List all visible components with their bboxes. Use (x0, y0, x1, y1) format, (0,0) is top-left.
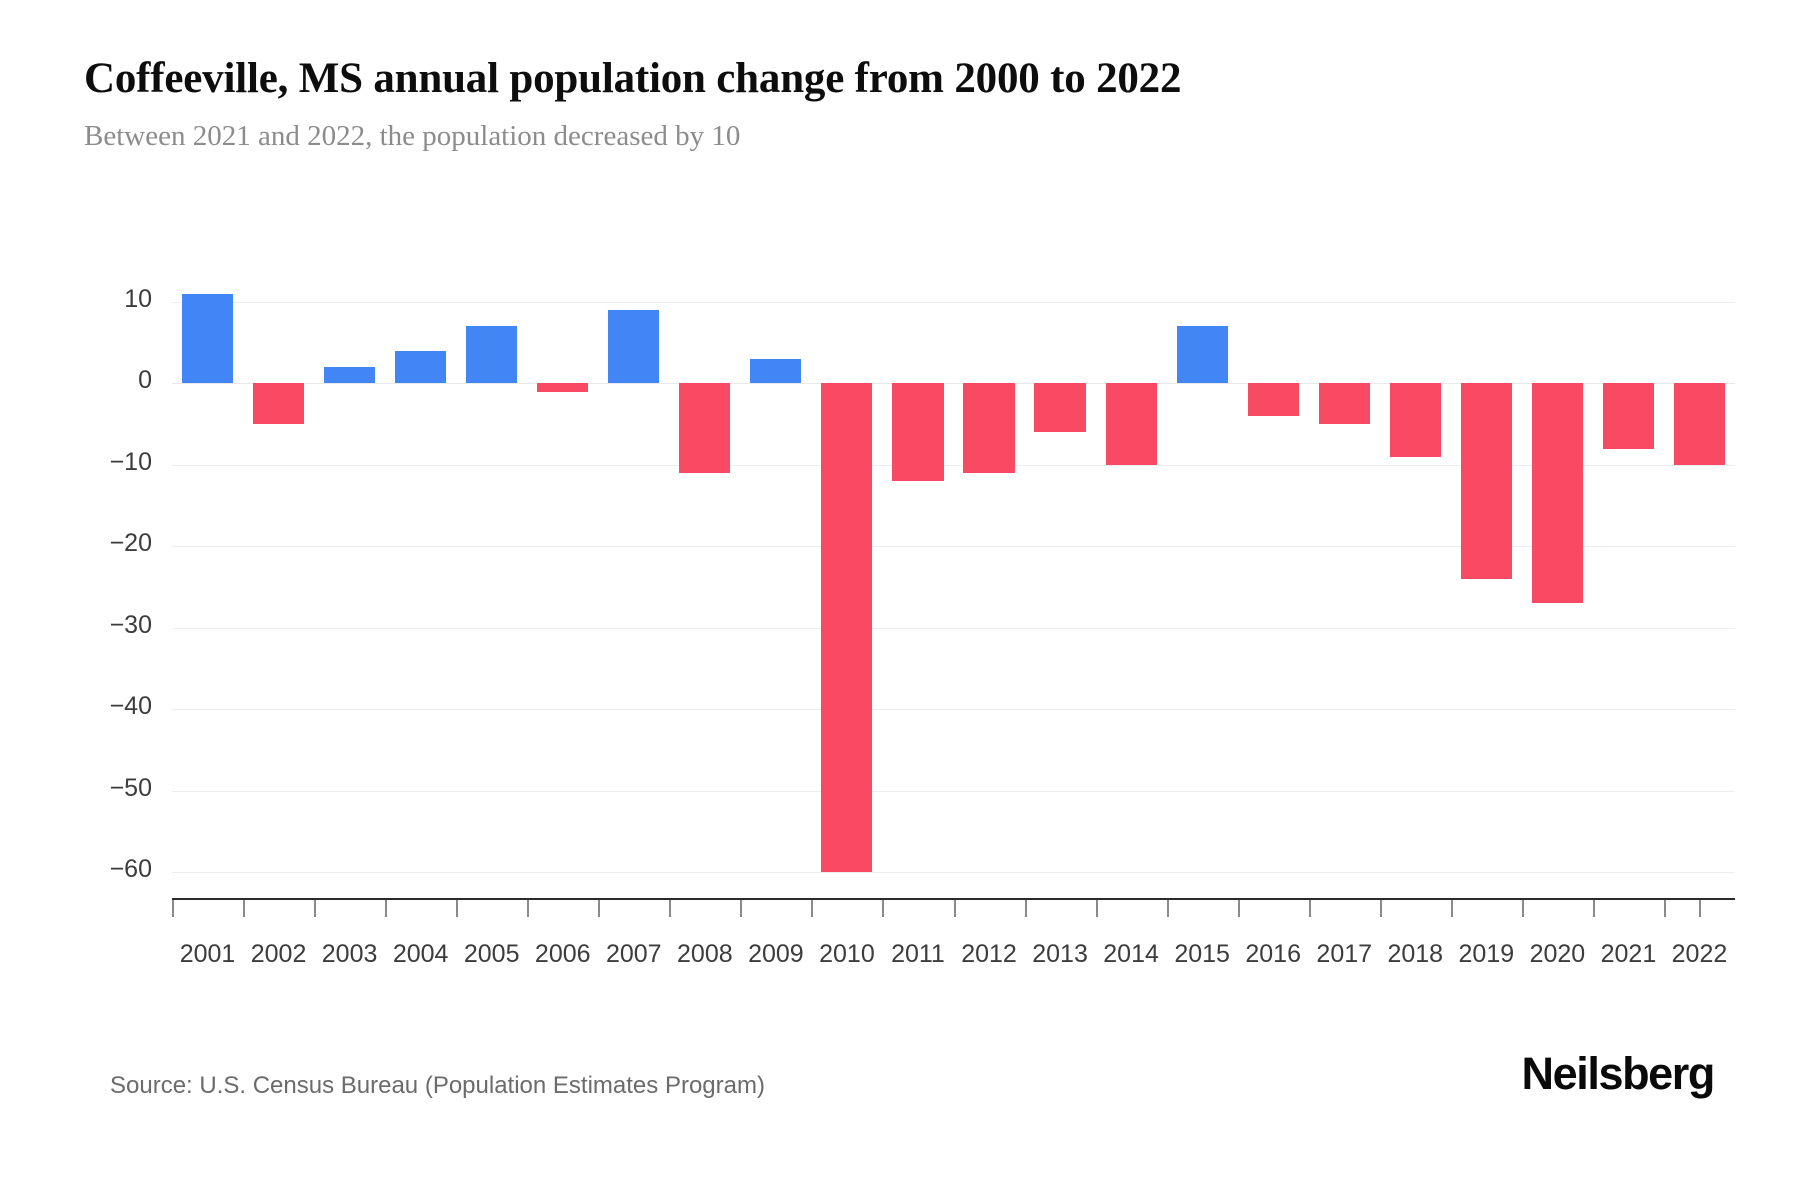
bars-group (172, 0, 1735, 900)
x-axis-tick-label: 2002 (250, 940, 307, 968)
x-axis-tick-label: 2019 (1458, 940, 1515, 968)
x-axis-tick-label: 2018 (1387, 940, 1444, 968)
bar-2002[interactable] (252, 383, 305, 425)
bar-2004[interactable] (395, 350, 447, 384)
page-subtitle: Between 2021 and 2022, the population de… (84, 120, 741, 152)
x-axis-tick-mark (1592, 900, 1595, 917)
x-axis-tick-label: 2011 (891, 940, 945, 968)
bar-2009[interactable] (750, 359, 802, 384)
x-axis-tick-mark (1450, 900, 1453, 917)
gridline (172, 465, 1735, 466)
x-axis-tick-mark (1663, 900, 1666, 917)
x-axis-tick-mark (172, 900, 174, 917)
x-axis-tick-label: 2007 (605, 940, 662, 968)
x-axis-tick-label: 2008 (677, 940, 733, 968)
x-axis-tick-mark (385, 900, 388, 917)
x-axis-tick-mark (669, 900, 672, 917)
bar-2007[interactable] (608, 310, 660, 384)
x-axis-tick-mark (953, 900, 956, 917)
bar-2019[interactable] (1460, 383, 1512, 579)
y-axis-tick-label: 0 (138, 366, 152, 395)
x-axis-tick-label: 2021 (1600, 940, 1657, 968)
bar-2006[interactable] (537, 383, 589, 392)
x-axis-tick-label: 2014 (1103, 940, 1159, 968)
bar-2011[interactable] (892, 383, 944, 482)
gridline (172, 628, 1735, 629)
bar-2020[interactable] (1531, 383, 1583, 604)
x-axis-tick-label: 2001 (179, 940, 236, 968)
y-axis-tick-label: −30 (109, 610, 152, 639)
y-axis-tick-label: −40 (109, 692, 152, 721)
x-axis-tick-label: 2016 (1245, 940, 1301, 968)
x-axis-tick-label: 2005 (463, 940, 520, 968)
x-axis-tick-mark (1024, 900, 1027, 917)
bar-2022[interactable] (1673, 383, 1726, 465)
bar-2012[interactable] (963, 383, 1015, 473)
x-axis-line (172, 898, 1735, 900)
brand-logo: Neilsberg (1521, 1048, 1716, 1099)
x-axis-tick-mark (882, 900, 885, 917)
x-axis-tick-label: 2009 (748, 940, 804, 968)
bar-2014[interactable] (1105, 383, 1157, 465)
x-axis-tick-label: 2006 (534, 940, 591, 968)
x-axis-tick-mark (314, 900, 317, 917)
bar-2013[interactable] (1034, 383, 1086, 433)
x-axis-tick-label: 2017 (1316, 940, 1373, 968)
x-axis-tick-mark (598, 900, 601, 917)
source-note: Source: U.S. Census Bureau (Population E… (110, 1072, 765, 1099)
bar-2005[interactable] (466, 326, 518, 384)
bar-2008[interactable] (679, 383, 731, 473)
bar-2017[interactable] (1318, 383, 1370, 425)
gridline (172, 709, 1735, 710)
bar-2003[interactable] (324, 367, 376, 384)
gridline (172, 546, 1735, 547)
x-axis-tick-label: 2013 (1032, 940, 1088, 968)
x-axis-tick-mark (527, 900, 530, 917)
y-axis-tick-label: −10 (109, 447, 152, 476)
x-axis-tick-mark (456, 900, 459, 917)
x-axis-tick-mark (1521, 900, 1524, 917)
bar-2018[interactable] (1389, 383, 1441, 457)
x-axis-tick-mark (1237, 900, 1240, 917)
bar-2021[interactable] (1602, 383, 1654, 449)
y-axis-tick-label: −20 (109, 529, 152, 558)
bar-2015[interactable] (1176, 326, 1228, 384)
x-axis-tick-label: 2010 (819, 940, 875, 968)
bar-2016[interactable] (1247, 383, 1299, 416)
x-axis-tick-mark (243, 900, 246, 917)
x-axis-tick-label: 2015 (1174, 940, 1230, 968)
x-axis-tick-mark (1308, 900, 1311, 917)
bar-2001[interactable] (181, 293, 234, 384)
x-axis-tick-label: 2004 (392, 940, 449, 968)
x-axis-tick-label: 2022 (1671, 940, 1728, 968)
x-axis-tick-mark (1166, 900, 1169, 917)
y-axis-tick-label: 10 (124, 285, 152, 313)
x-axis-tick-label: 2012 (961, 940, 1017, 968)
x-axis-tick-mark (1699, 900, 1702, 917)
x-axis-tick-mark (740, 900, 743, 917)
x-axis-tick-label: 2003 (321, 940, 378, 968)
x-axis-tick-mark (1379, 900, 1382, 917)
gridline (172, 872, 1735, 873)
x-axis-tick-mark (811, 900, 814, 917)
x-axis-tick-label: 2020 (1529, 940, 1586, 968)
bar-2010[interactable] (821, 383, 873, 872)
x-axis-tick-mark (1095, 900, 1098, 917)
y-axis-tick-label: −50 (109, 773, 152, 802)
page-title: Coffeeville, MS annual population change… (84, 55, 1182, 102)
gridline (172, 383, 1735, 384)
y-axis-tick-label: −60 (109, 855, 152, 883)
gridline (172, 791, 1735, 792)
gridline (172, 302, 1735, 303)
